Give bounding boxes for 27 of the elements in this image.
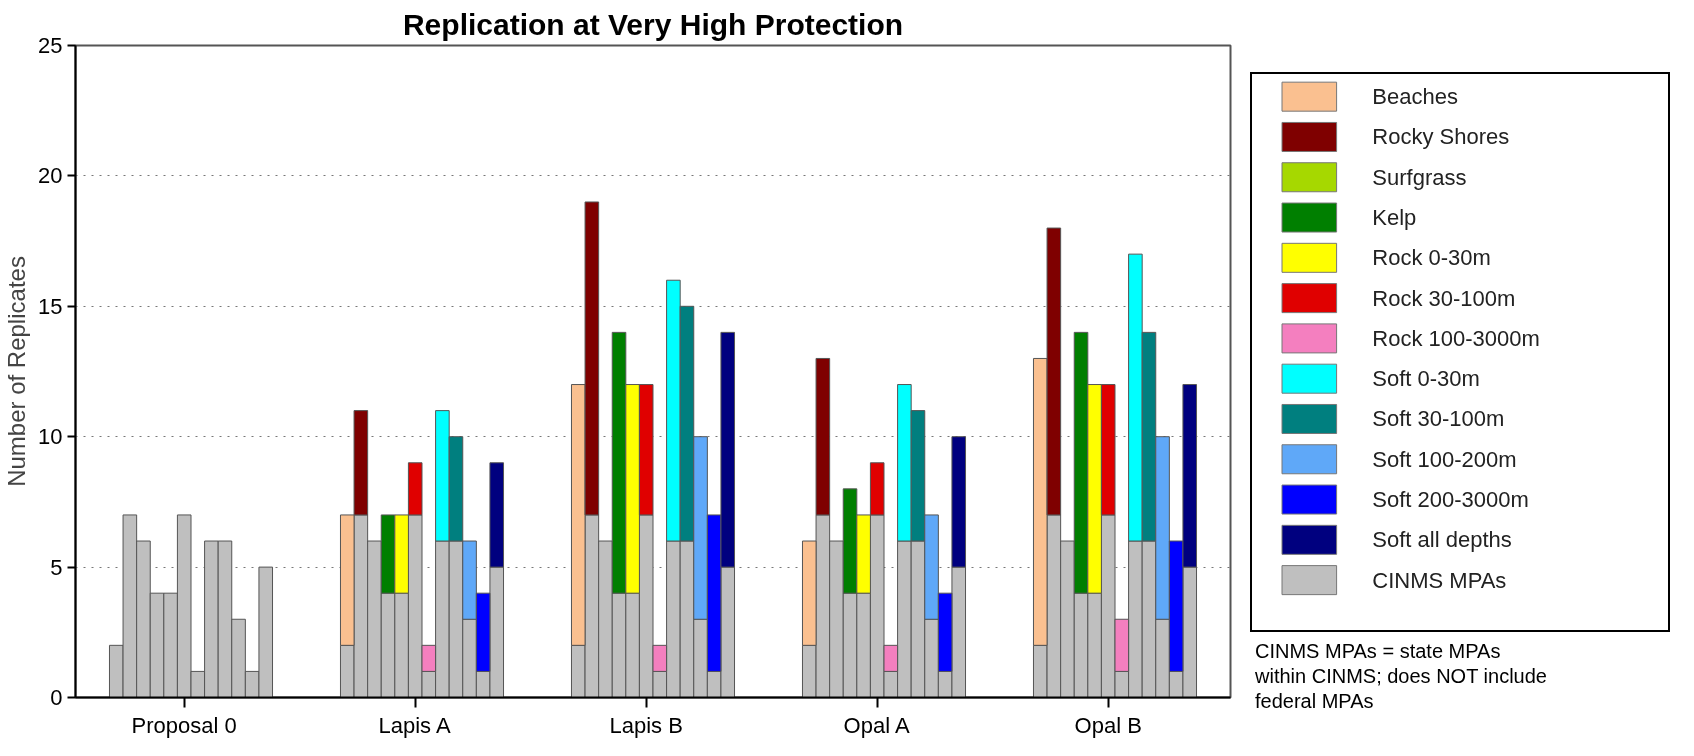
- chart-title: Replication at Very High Protection: [402, 7, 904, 41]
- x-tick-label: Proposal 0: [131, 712, 237, 738]
- legend-label: Kelp: [1372, 205, 1417, 231]
- legend-label: Soft 200-3000m: [1372, 487, 1529, 513]
- legend-label: Surfgrass: [1372, 164, 1467, 190]
- y-tick-label: 0: [50, 685, 63, 710]
- legend-label: Soft 30-100m: [1372, 406, 1505, 432]
- legend-label: Rocky Shores: [1372, 124, 1510, 150]
- y-tick-label: 20: [38, 163, 63, 189]
- y-axis-title: Number of Replicates: [3, 256, 31, 487]
- legend-label: Soft 0-30m: [1372, 366, 1480, 392]
- x-tick-label: Lapis B: [609, 712, 683, 738]
- x-tick-label: Opal B: [1074, 712, 1142, 738]
- text: CINMS MPAs = state MPAs within CINMS; does NOT include federal MPAs: [1255, 639, 1548, 714]
- x-tick-label: Opal A: [843, 712, 910, 738]
- legend-label: Beaches: [1372, 84, 1458, 110]
- legend-label: Rock 100-3000m: [1372, 325, 1540, 351]
- legend-label: Soft all depths: [1372, 527, 1512, 553]
- y-tick-label: 5: [50, 554, 63, 580]
- legend-label: Soft 100-200m: [1372, 446, 1517, 472]
- legend-label: Rock 0-30m: [1372, 245, 1491, 271]
- legend-label: CINMS MPAs: [1372, 567, 1507, 593]
- x-tick-label: Lapis A: [378, 712, 452, 738]
- y-tick-label: 10: [38, 424, 63, 450]
- y-tick-label: 15: [38, 293, 63, 319]
- legend-label: Rock 30-100m: [1372, 285, 1516, 311]
- y-tick-label: 25: [38, 33, 63, 58]
